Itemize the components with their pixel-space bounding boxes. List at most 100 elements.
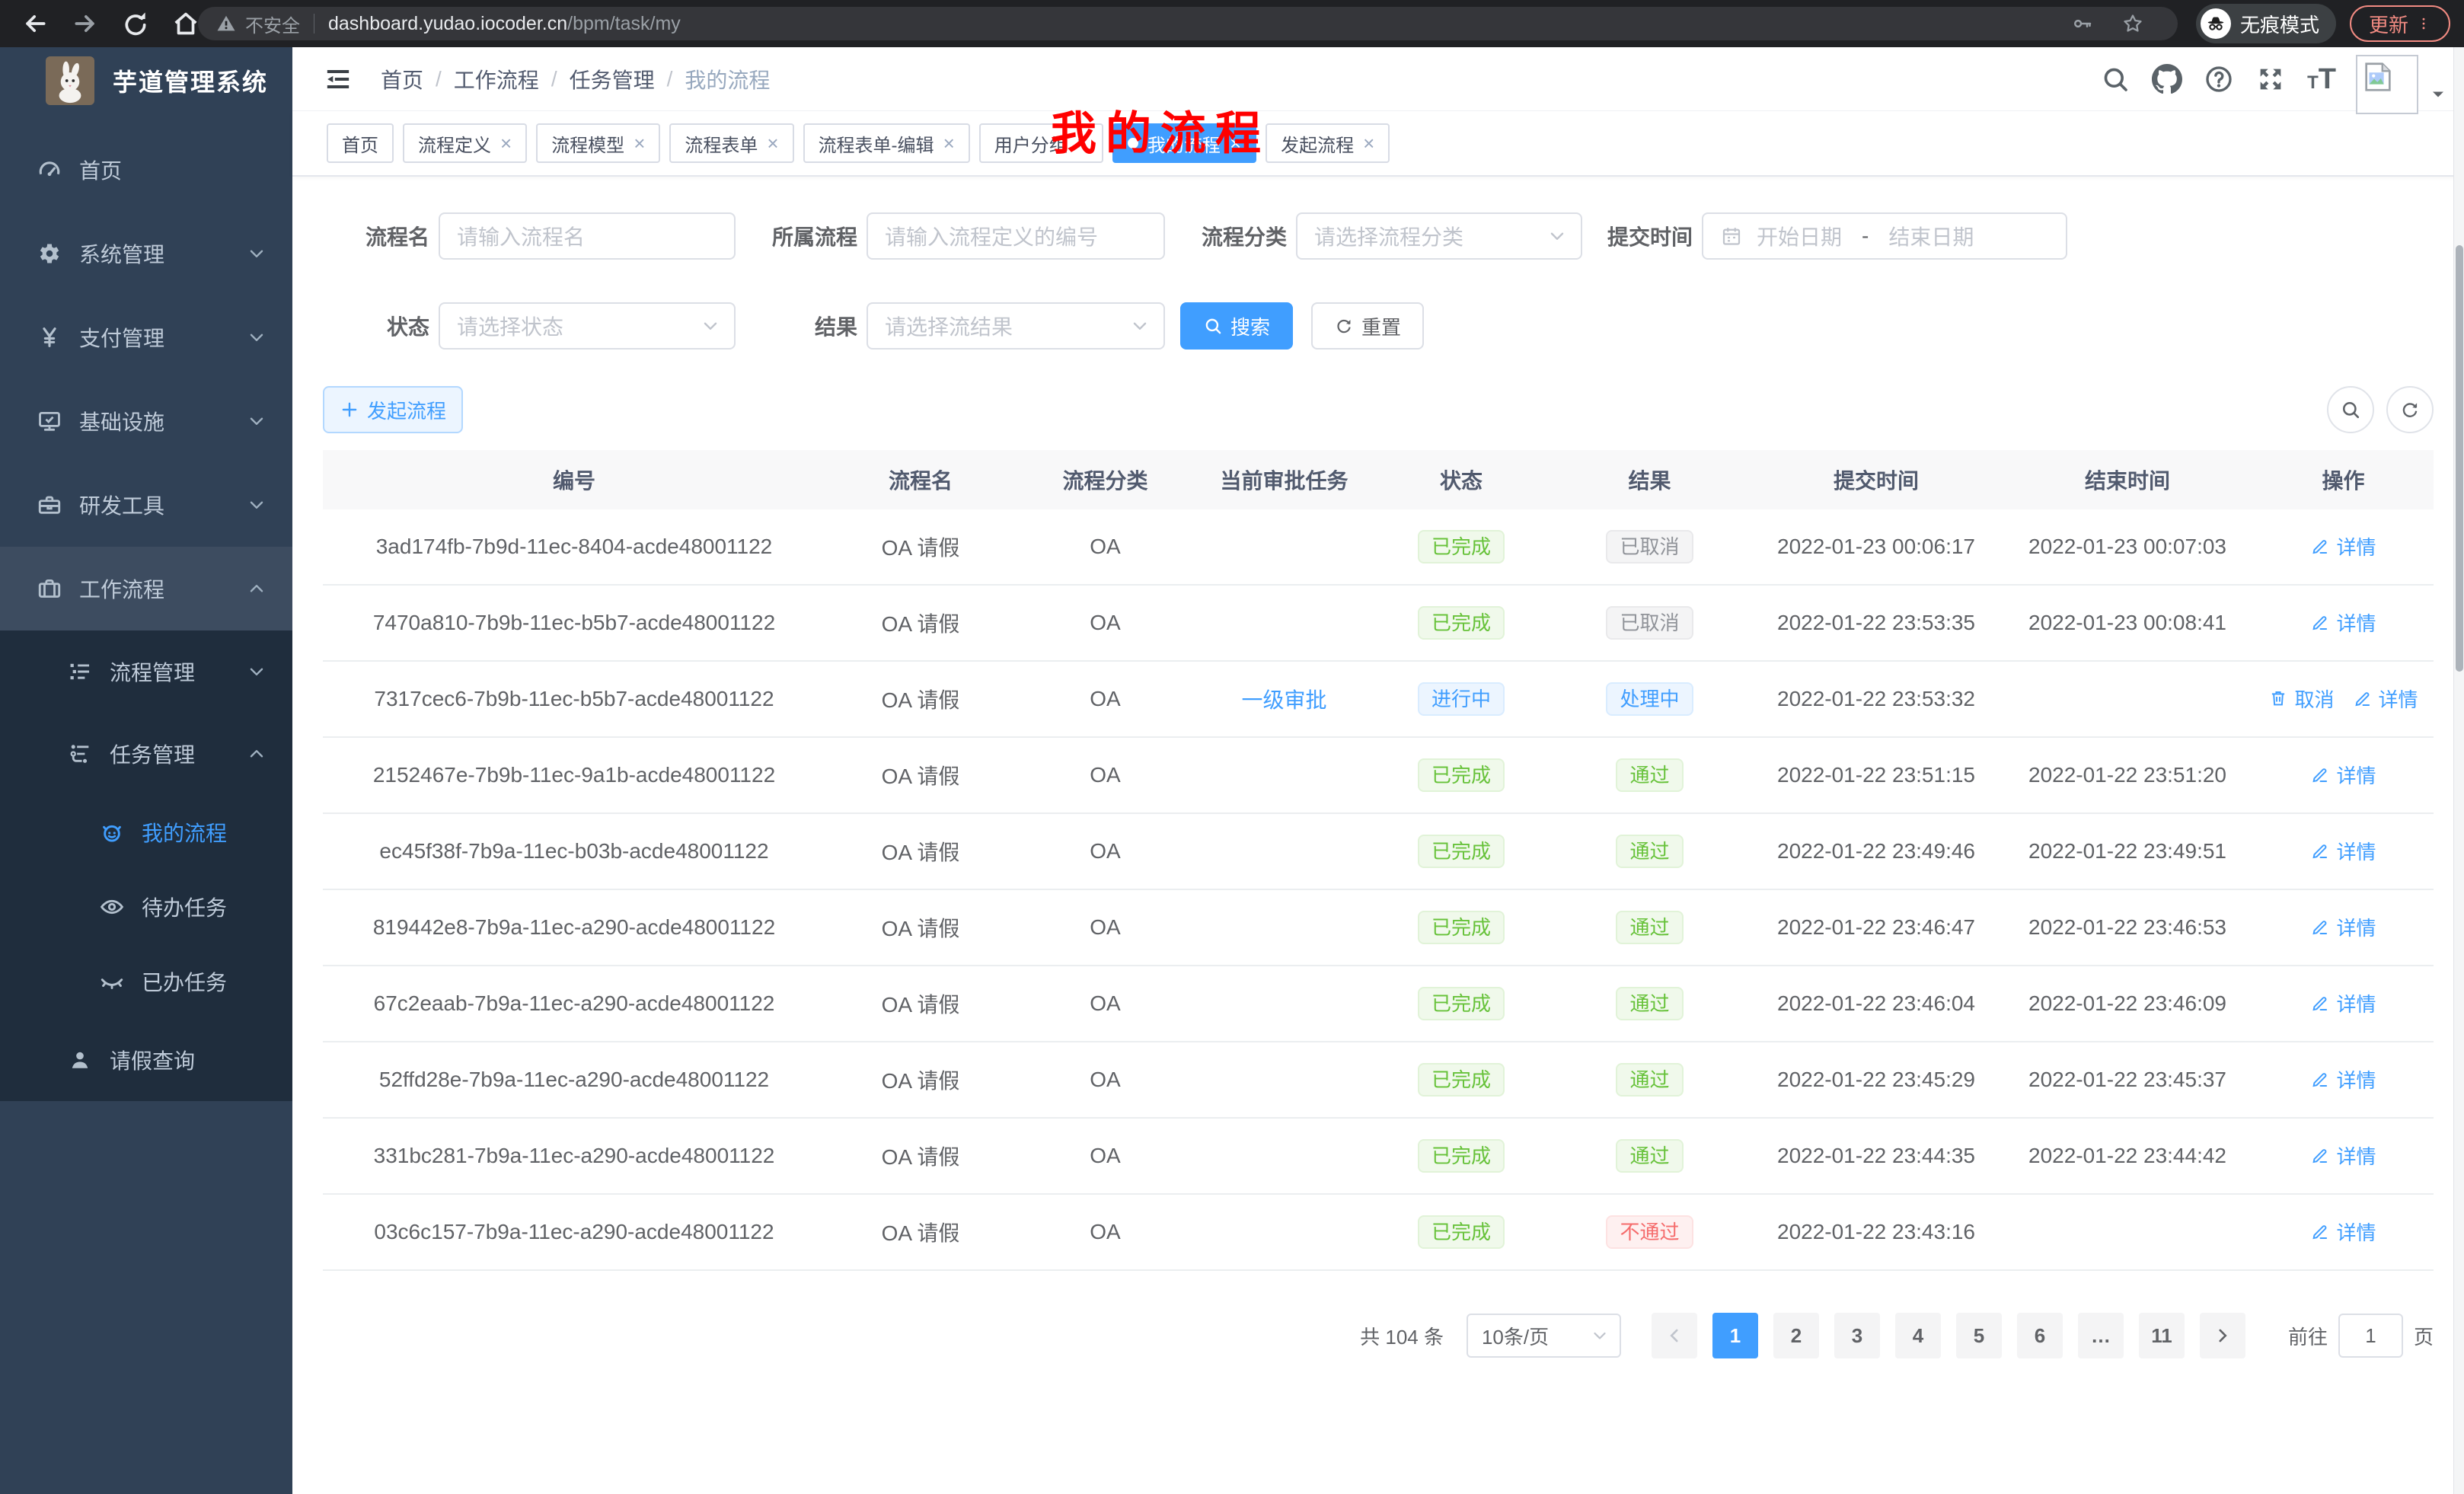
cell-process-name: OA 请假 [881, 1145, 960, 1169]
tab-流程定义[interactable]: 流程定义 × [403, 123, 528, 163]
detail-link[interactable]: 详情 [2310, 913, 2376, 941]
not-secure-label: 不安全 [245, 15, 300, 37]
cell-submit-time: 2022-01-22 23:46:04 [1777, 991, 1975, 1015]
start-process-button[interactable]: 发起流程 [323, 386, 463, 433]
close-icon[interactable]: × [1229, 132, 1242, 155]
toggle-search-button[interactable] [2327, 386, 2374, 433]
sidebar-item-工作流程[interactable]: 工作流程 [0, 547, 292, 630]
filter-select[interactable]: 请选择流结果 [867, 302, 1165, 350]
detail-label: 详情 [2336, 916, 2376, 940]
search-button[interactable]: 搜索 [1180, 302, 1293, 350]
sidebar-item-已办任务[interactable]: 已办任务 [0, 944, 292, 1019]
search-icon[interactable] [2100, 64, 2130, 94]
browser-update-button[interactable]: 更新 [2350, 5, 2450, 42]
goto-page-input[interactable] [2338, 1314, 2403, 1358]
help-icon[interactable] [2204, 64, 2234, 94]
tab-流程模型[interactable]: 流程模型 × [536, 123, 661, 163]
detail-link[interactable]: 详情 [2310, 532, 2376, 560]
sidebar-item-系统管理[interactable]: 系统管理 [0, 212, 292, 295]
tab-流程表单[interactable]: 流程表单 × [669, 123, 794, 163]
filter-input[interactable]: 请输入流程名 [439, 212, 736, 260]
breadcrumb-item[interactable]: 首页 [381, 68, 424, 92]
avatar[interactable] [2356, 55, 2418, 114]
detail-link[interactable]: 详情 [2310, 1141, 2376, 1170]
page-scrollbar[interactable] [2453, 47, 2464, 1494]
page-button-11[interactable]: 11 [2138, 1313, 2185, 1358]
sidebar-item-任务管理[interactable]: 任务管理 [0, 713, 292, 795]
detail-link[interactable]: 详情 [2310, 989, 2376, 1017]
edit-icon [2310, 917, 2330, 937]
collapse-sidebar-icon[interactable] [323, 64, 353, 94]
detail-link[interactable]: 详情 [2353, 685, 2418, 713]
column-header-状态: 状态 [1439, 469, 1483, 493]
sidebar-item-请假查询[interactable]: 请假查询 [0, 1019, 292, 1101]
breadcrumb-item[interactable]: 任务管理 [569, 68, 655, 92]
page-button-4[interactable]: 4 [1894, 1313, 1941, 1358]
filter-select[interactable]: 请选择状态 [439, 302, 736, 350]
close-icon[interactable]: × [767, 132, 779, 155]
sidebar-item-label: 流程管理 [110, 661, 196, 685]
filter-select[interactable]: 请选择流程分类 [1296, 212, 1582, 260]
forward-icon[interactable] [70, 8, 101, 39]
home-icon[interactable] [171, 8, 201, 39]
sidebar-item-支付管理[interactable]: 支付管理 [0, 295, 292, 379]
detail-link[interactable]: 详情 [2310, 837, 2376, 865]
view-tabs: 首页 流程定义 × 流程模型 × 流程表单 × 流程表单-编辑 × 用户分组 × 我的流程 × 发起流程 × [292, 111, 2464, 177]
sidebar-item-流程管理[interactable]: 流程管理 [0, 630, 292, 713]
browser-menu-icon[interactable] [2416, 14, 2431, 34]
fullscreen-icon[interactable] [2255, 64, 2286, 94]
page-button-5[interactable]: 5 [1955, 1313, 2002, 1358]
breadcrumb-item[interactable]: 工作流程 [453, 68, 539, 92]
address-bar[interactable]: 不安全 dashboard.yudao.iocoder.cn /bpm/task… [198, 7, 2178, 40]
detail-link[interactable]: 详情 [2310, 761, 2376, 789]
close-icon[interactable]: × [943, 132, 955, 155]
current-task-link[interactable]: 一级审批 [1241, 688, 1327, 712]
next-page-button[interactable] [2199, 1313, 2245, 1358]
reset-button[interactable]: 重置 [1311, 302, 1424, 350]
sidebar-item-首页[interactable]: 首页 [0, 128, 292, 212]
sidebar-item-待办任务[interactable]: 待办任务 [0, 870, 292, 944]
prev-page-button[interactable] [1651, 1313, 1697, 1358]
close-icon[interactable]: × [500, 132, 512, 155]
filter-daterange[interactable]: 开始日期 - 结束日期 [1702, 212, 2067, 260]
page-button-1[interactable]: 1 [1712, 1313, 1758, 1358]
cell-submit-time: 2022-01-23 00:06:17 [1777, 535, 1975, 558]
key-icon[interactable] [2071, 12, 2094, 35]
tab-首页[interactable]: 首页 [327, 123, 394, 163]
cell-id: ec45f38f-7b9a-11ec-b03b-acde48001122 [379, 839, 769, 863]
page-button-3[interactable]: 3 [1834, 1313, 1880, 1358]
filter-input[interactable]: 请输入流程定义的编号 [867, 212, 1165, 260]
tab-用户分组[interactable]: 用户分组 × [978, 123, 1103, 163]
tab-流程表单-编辑[interactable]: 流程表单-编辑 × [803, 123, 970, 163]
close-icon[interactable]: × [1363, 132, 1375, 155]
page-size-select[interactable]: 10条/页 [1466, 1314, 1621, 1358]
close-icon[interactable]: × [1076, 132, 1088, 155]
sidebar-item-基础设施[interactable]: 基础设施 [0, 379, 292, 463]
user-menu-caret-icon[interactable] [2429, 85, 2447, 104]
detail-link[interactable]: 详情 [2310, 1218, 2376, 1246]
sidebar-item-我的流程[interactable]: 我的流程 [0, 795, 292, 870]
tab-我的流程[interactable]: 我的流程 × [1112, 123, 1257, 163]
github-icon[interactable] [2152, 64, 2183, 94]
eye-icon [99, 894, 125, 920]
sidebar-item-研发工具[interactable]: 研发工具 [0, 463, 292, 547]
scrollbar-thumb[interactable] [2456, 245, 2463, 672]
bookmark-star-icon[interactable] [2121, 12, 2144, 35]
refresh-button[interactable] [2386, 386, 2434, 433]
tab-发起流程[interactable]: 发起流程 × [1266, 123, 1390, 163]
yen-icon [37, 324, 62, 350]
cancel-link[interactable]: 取消 [2268, 685, 2335, 713]
page-button-2[interactable]: 2 [1773, 1313, 1819, 1358]
result-badge: 已取消 [1606, 530, 1693, 563]
detail-link[interactable]: 详情 [2310, 608, 2376, 637]
cell-category: OA [1090, 687, 1121, 710]
edit-icon [2310, 1221, 2330, 1241]
gauge-icon [37, 157, 62, 183]
close-icon[interactable]: × [634, 132, 646, 155]
url-host: dashboard.yudao.iocoder.cn [328, 12, 568, 34]
reload-icon[interactable] [120, 8, 151, 39]
page-button-6[interactable]: 6 [2016, 1313, 2063, 1358]
back-icon[interactable] [20, 8, 50, 39]
detail-link[interactable]: 详情 [2310, 1065, 2376, 1093]
